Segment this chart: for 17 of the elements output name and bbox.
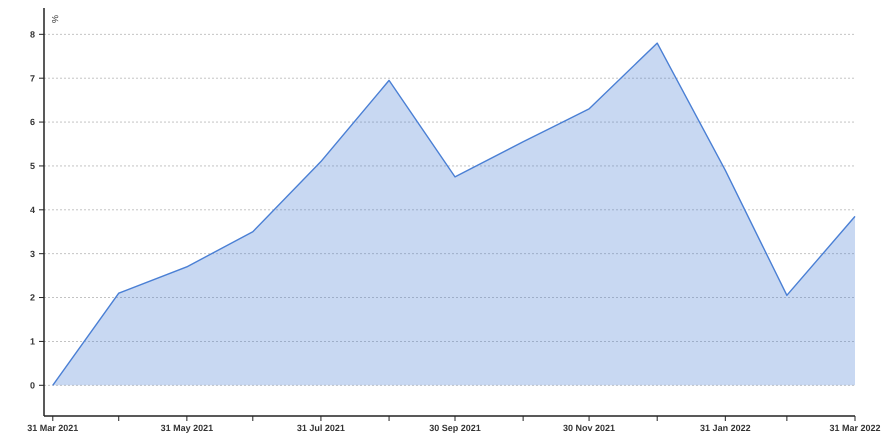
y-tick-label: 8 (30, 29, 35, 40)
x-tick-label: 31 May 2021 (160, 423, 214, 433)
y-tick-label: 0 (30, 380, 35, 390)
y-tick-label: 3 (30, 248, 35, 259)
y-tick-label: 2 (30, 292, 35, 303)
y-tick-label: 5 (30, 161, 35, 172)
x-tick-label: 31 Mar 2021 (27, 423, 78, 433)
x-tick-label: 31 Jan 2022 (700, 423, 751, 433)
x-tick-label: 31 Mar 2022 (829, 423, 881, 433)
x-tick-label: 31 Jul 2021 (296, 423, 345, 433)
x-tick-label: 30 Sep 2021 (429, 423, 481, 433)
y-tick-label: 6 (30, 117, 35, 128)
y-axis-title: % (50, 15, 60, 24)
y-tick-label: 1 (30, 336, 35, 347)
y-tick-label: 7 (30, 73, 35, 84)
y-tick-label: 4 (30, 204, 35, 215)
x-tick-label: 30 Nov 2021 (563, 423, 616, 433)
